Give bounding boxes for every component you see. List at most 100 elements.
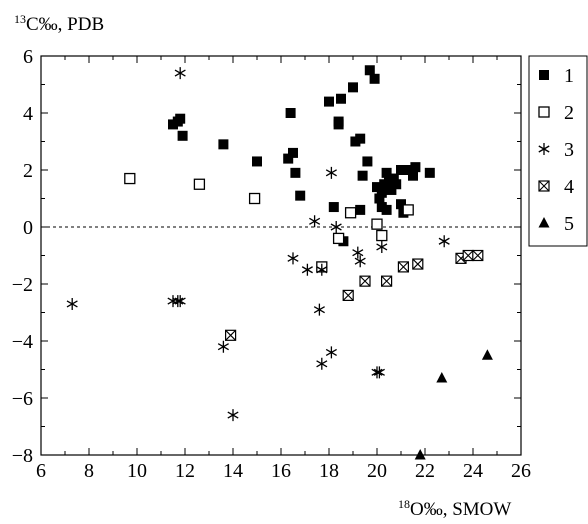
series-5 [414, 349, 493, 460]
data-point-series-2 [371, 218, 383, 230]
data-point-series-1 [391, 179, 402, 190]
data-point-series-1 [400, 165, 411, 175]
data-point-series-3 [227, 409, 239, 422]
marker-shape [227, 409, 239, 422]
data-point-series-3 [217, 340, 229, 353]
marker-shape [348, 82, 358, 93]
x-tick-label: 24 [463, 460, 483, 482]
marker-shape [174, 67, 186, 80]
y-tick-label: 2 [23, 160, 33, 182]
marker-shape [376, 187, 387, 198]
y-axis-title: 13C‰, PDB [14, 12, 104, 35]
x-tick-label: 6 [36, 460, 46, 482]
marker-shape [285, 108, 296, 118]
data-point-series-3 [325, 166, 337, 179]
marker-shape [177, 130, 188, 141]
data-point-series-3 [376, 240, 388, 253]
marker-shape [252, 156, 262, 167]
data-point-series-1 [290, 167, 301, 178]
data-point-series-1 [408, 170, 418, 181]
marker-shape [381, 167, 392, 178]
data-point-series-1 [285, 108, 296, 118]
data-point-series-3 [66, 297, 78, 310]
marker-shape [538, 106, 550, 118]
marker-shape [124, 172, 136, 185]
legend-label-3: 3 [564, 139, 574, 161]
marker-shape [301, 263, 313, 276]
data-point-series-2 [402, 204, 414, 216]
marker-shape [371, 366, 383, 379]
y-tick-label: −4 [12, 331, 33, 353]
y-tick-label: 4 [23, 103, 33, 125]
marker-shape [402, 204, 414, 216]
axis-ticks [40, 55, 522, 456]
x-tick-label: 26 [511, 460, 531, 482]
marker-shape [287, 252, 299, 265]
marker-cross [398, 261, 409, 273]
marker-shape [376, 240, 388, 253]
legend-marker-4 [538, 180, 550, 192]
marker-shape [172, 295, 184, 308]
legend-marker-2 [538, 106, 550, 118]
data-point-series-3 [301, 263, 313, 276]
marker-shape [364, 65, 375, 76]
data-point-series-3 [438, 235, 450, 248]
legend-item-1: 1 [539, 65, 574, 87]
data-point-series-1 [364, 65, 375, 76]
marker-shape [381, 204, 392, 215]
marker-shape [354, 255, 366, 268]
legend-item-3: 3 [538, 139, 574, 161]
marker-shape [309, 215, 321, 228]
data-point-series-1 [175, 113, 186, 124]
marker-cross [538, 180, 550, 192]
data-point-series-1 [381, 204, 392, 215]
series-4 [225, 249, 484, 341]
marker-cross [342, 290, 354, 301]
marker-shape [174, 295, 186, 308]
marker-cross [359, 275, 371, 287]
marker-cross [381, 275, 392, 287]
marker-shape [369, 73, 380, 84]
x-tick-label: 8 [84, 460, 94, 482]
marker-shape [355, 204, 366, 215]
marker-shape [357, 170, 368, 181]
plot-frame [40, 55, 522, 456]
marker-shape [376, 229, 388, 242]
x-tick-label: 22 [415, 460, 435, 482]
data-point-series-1 [396, 199, 406, 210]
data-point-series-2 [193, 178, 206, 190]
legend: 1 2 3 4 5 [538, 65, 574, 235]
data-point-series-4 [472, 249, 484, 262]
marker-shape [175, 113, 186, 124]
legend-label-5: 5 [564, 213, 574, 235]
data-point-series-3 [172, 295, 184, 308]
x-axis-title-sup: 18 [398, 497, 410, 511]
data-point-series-2 [332, 232, 345, 245]
marker-shape [408, 170, 418, 181]
marker-shape [374, 193, 385, 204]
y-axis-title-sup: 13 [14, 12, 26, 26]
data-point-series-3 [174, 67, 186, 80]
data-point-series-1 [388, 173, 399, 184]
marker-shape [218, 139, 229, 150]
marker-shape [325, 166, 337, 179]
marker-cross [462, 250, 474, 261]
marker-shape [316, 263, 328, 276]
legend-label-2: 2 [564, 102, 574, 124]
series-1 [168, 65, 435, 247]
data-point-series-4 [381, 275, 393, 287]
data-point-series-4 [359, 275, 371, 287]
marker-shape [217, 340, 229, 353]
marker-shape [414, 449, 426, 460]
x-tick-label: 18 [319, 460, 339, 482]
data-point-series-1 [283, 153, 294, 164]
marker-shape [248, 192, 261, 205]
data-point-series-1 [369, 73, 380, 84]
data-point-series-2 [344, 207, 357, 219]
data-point-series-2 [376, 229, 388, 242]
marker-shape [325, 346, 337, 359]
data-point-series-1 [218, 139, 229, 150]
data-point-series-1 [355, 204, 366, 215]
legend-marker-1 [539, 70, 549, 80]
